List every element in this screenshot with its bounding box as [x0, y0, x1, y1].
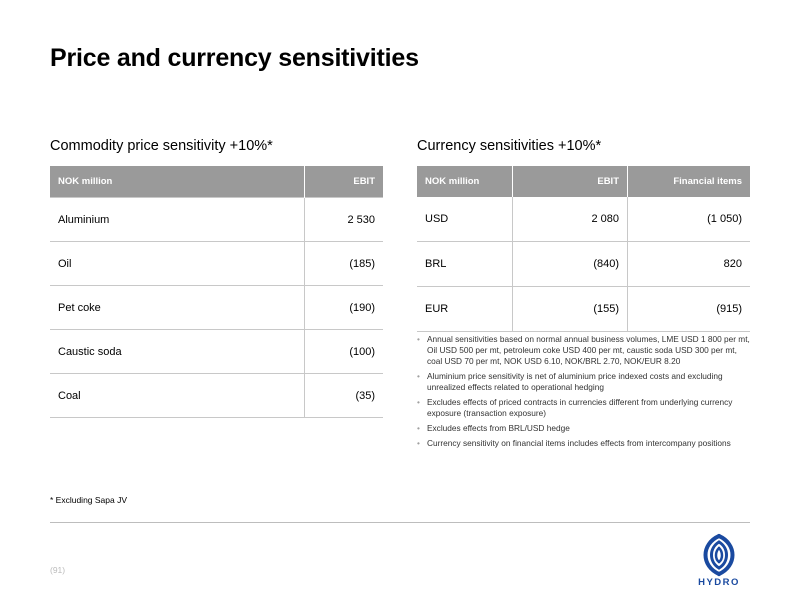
- page-number: (91): [50, 565, 66, 575]
- ebit-value: (840): [512, 241, 628, 287]
- table-row: Aluminium 2 530: [50, 197, 383, 242]
- page-title: Price and currency sensitivities: [50, 44, 419, 72]
- footnote: * Excluding Sapa JV: [50, 495, 128, 505]
- table-row: EUR (155) (915): [417, 286, 750, 332]
- note-item: Excludes effects of priced contracts in …: [417, 397, 752, 419]
- row-label: Caustic soda: [50, 329, 305, 374]
- table-row: Coal (35): [50, 373, 383, 418]
- hydro-logo-icon: [703, 534, 735, 576]
- table-row: Caustic soda (100): [50, 329, 383, 374]
- row-label: Pet coke: [50, 285, 305, 330]
- ebit-value: 2 530: [304, 197, 383, 242]
- note-item: Excludes effects from BRL/USD hedge: [417, 423, 752, 434]
- commodity-sensitivity-table: NOK million EBIT Aluminium 2 530 Oil (18…: [50, 166, 383, 418]
- hydro-logo-text: HYDRO: [698, 577, 740, 588]
- row-label: Oil: [50, 241, 305, 286]
- row-label: BRL: [417, 241, 513, 287]
- column-header: EBIT: [512, 166, 628, 197]
- row-label: Aluminium: [50, 197, 305, 242]
- ebit-value: (190): [304, 285, 383, 330]
- column-header: NOK million: [417, 166, 513, 197]
- ebit-value: 2 080: [512, 197, 628, 242]
- ebit-value: (35): [304, 373, 383, 418]
- note-item: Annual sensitivities based on normal ann…: [417, 334, 752, 367]
- currency-sensitivity-table: NOK million EBIT Financial items USD 2 0…: [417, 166, 750, 332]
- notes-list: Annual sensitivities based on normal ann…: [417, 334, 752, 453]
- column-header: Financial items: [627, 166, 750, 197]
- table-row: USD 2 080 (1 050): [417, 197, 750, 242]
- column-header: NOK million: [50, 166, 305, 198]
- row-label: Coal: [50, 373, 305, 418]
- table-row: Oil (185): [50, 241, 383, 286]
- ebit-value: (155): [512, 286, 628, 332]
- note-item: Aluminium price sensitivity is net of al…: [417, 371, 752, 393]
- column-header: EBIT: [304, 166, 383, 198]
- ebit-value: (185): [304, 241, 383, 286]
- table-row: Pet coke (190): [50, 285, 383, 330]
- note-item: Currency sensitivity on financial items …: [417, 438, 752, 449]
- financial-items-value: (1 050): [627, 197, 750, 242]
- ebit-value: (100): [304, 329, 383, 374]
- footer-divider: [50, 522, 750, 523]
- row-label: EUR: [417, 286, 513, 332]
- financial-items-value: (915): [627, 286, 750, 332]
- commodity-section-title: Commodity price sensitivity +10%*: [50, 138, 273, 154]
- financial-items-value: 820: [627, 241, 750, 287]
- row-label: USD: [417, 197, 513, 242]
- table-row: BRL (840) 820: [417, 241, 750, 287]
- currency-section-title: Currency sensitivities +10%*: [417, 138, 602, 154]
